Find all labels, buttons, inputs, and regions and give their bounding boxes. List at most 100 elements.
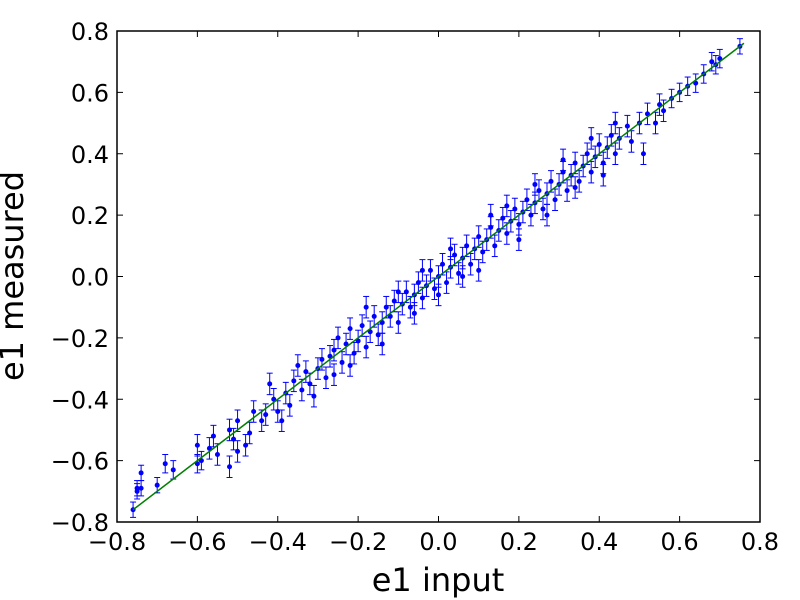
data-point — [419, 295, 425, 301]
data-point — [564, 188, 570, 194]
data-point — [448, 246, 454, 252]
x-tick-label: −0.2 — [329, 528, 387, 556]
data-point — [247, 430, 253, 436]
data-point — [227, 427, 233, 433]
x-tick-label: 0.4 — [580, 528, 618, 556]
data-point — [231, 436, 237, 442]
data-point — [251, 409, 257, 415]
data-point — [456, 270, 462, 276]
data-point — [379, 341, 385, 347]
data-point — [263, 412, 269, 418]
data-point — [415, 280, 421, 286]
data-point — [624, 123, 630, 129]
data-point — [560, 169, 566, 175]
data-point — [194, 442, 200, 448]
data-point — [335, 335, 341, 341]
data-point — [391, 298, 397, 304]
data-point — [295, 362, 301, 368]
data-point — [363, 344, 369, 350]
data-point — [395, 320, 401, 326]
data-point — [516, 221, 522, 227]
data-point — [548, 178, 554, 184]
data-point — [303, 369, 309, 375]
data-point — [468, 261, 474, 267]
data-point — [544, 212, 550, 218]
data-point — [351, 350, 357, 356]
data-point — [572, 160, 578, 166]
data-point — [170, 467, 176, 473]
data-point — [440, 261, 446, 267]
data-point — [154, 482, 160, 488]
data-point — [600, 172, 606, 178]
data-point — [419, 267, 425, 273]
data-point — [709, 59, 715, 65]
y-tick-label: −0.8 — [51, 509, 109, 537]
data-point — [311, 393, 317, 399]
data-point — [259, 418, 265, 424]
data-point — [431, 286, 437, 292]
data-point — [279, 418, 285, 424]
data-point — [347, 362, 353, 368]
y-tick-label: 0.2 — [71, 202, 109, 230]
data-point — [452, 252, 458, 258]
data-point — [275, 409, 281, 415]
data-point — [612, 120, 618, 126]
data-point — [383, 304, 389, 310]
data-point — [588, 169, 594, 175]
x-tick-label: −0.4 — [249, 528, 307, 556]
data-point — [243, 442, 249, 448]
data-point — [235, 418, 241, 424]
data-point — [411, 310, 417, 316]
data-point — [138, 485, 144, 491]
data-point — [476, 234, 482, 240]
data-point — [528, 212, 534, 218]
x-axis-ticks: −0.8 −0.6 −0.4 −0.2 0.0 0.2 0.4 0.6 0.8 — [88, 31, 779, 556]
x-tick-label: −0.8 — [88, 528, 146, 556]
data-point — [532, 181, 538, 187]
data-point — [612, 151, 618, 157]
data-point — [476, 267, 482, 273]
data-point — [347, 326, 353, 332]
y-tick-label: −0.2 — [51, 325, 109, 353]
data-point — [576, 178, 582, 184]
data-point — [403, 289, 409, 295]
data-point — [464, 243, 470, 249]
data-point — [560, 157, 566, 163]
data-point — [588, 135, 594, 141]
data-point — [214, 451, 220, 457]
data-point — [235, 448, 241, 454]
fit-line — [132, 42, 745, 511]
data-point — [572, 185, 578, 191]
data-point — [339, 359, 345, 365]
y-tick-label: 0.6 — [71, 79, 109, 107]
data-point — [480, 249, 486, 255]
data-point — [512, 206, 518, 212]
y-axis-label: e1 measured — [0, 171, 31, 381]
x-tick-label: 0.6 — [661, 528, 699, 556]
x-tick-label: 0.2 — [500, 528, 538, 556]
data-point — [371, 313, 377, 319]
data-point — [524, 197, 530, 203]
y-tick-label: −0.4 — [51, 386, 109, 414]
data-point — [395, 289, 401, 295]
data-point — [291, 378, 297, 384]
data-point — [359, 323, 365, 329]
data-point — [504, 231, 510, 237]
data-point — [227, 464, 233, 470]
y-tick-label: 0.8 — [71, 18, 109, 46]
data-point — [608, 132, 614, 138]
y-tick-label: 0.4 — [71, 141, 109, 169]
data-point — [460, 274, 466, 279]
data-point — [640, 151, 646, 157]
data-point — [661, 108, 667, 114]
data-point — [488, 224, 494, 230]
y-tick-label: −0.6 — [51, 448, 109, 476]
data-point — [488, 212, 494, 218]
data-point — [600, 160, 606, 166]
x-tick-label: −0.6 — [168, 528, 226, 556]
data-point — [436, 292, 441, 298]
data-point — [444, 280, 450, 286]
data-point — [504, 203, 510, 209]
data-point — [536, 188, 542, 194]
